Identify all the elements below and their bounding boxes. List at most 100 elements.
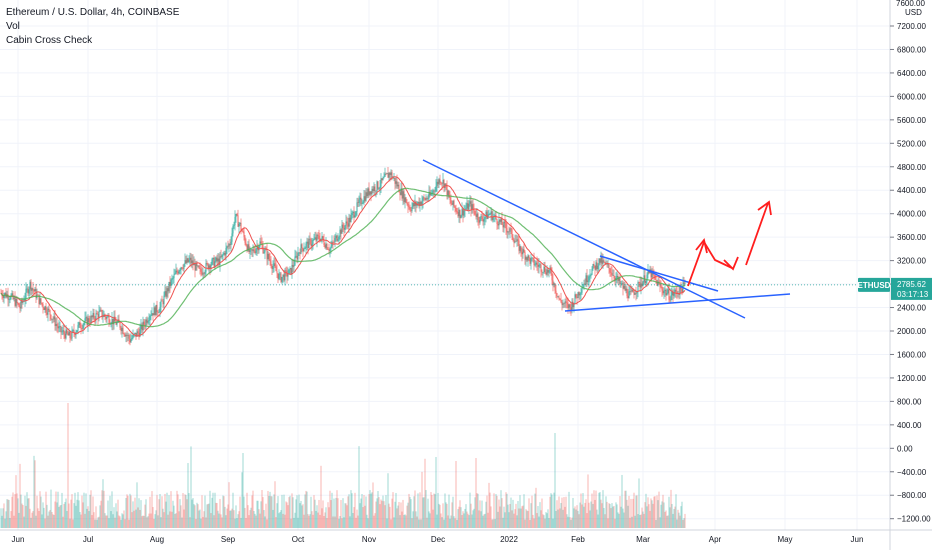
candle-body [152,313,154,316]
volume-bar [380,499,382,528]
volume-bar [185,495,187,528]
candle-body [468,203,470,210]
candle-body [216,257,218,262]
candle-body [611,273,613,276]
volume-bar [343,517,345,528]
volume-bar [233,510,235,528]
candle-body [479,216,481,223]
volume-bar [467,513,469,528]
volume-bar [75,505,77,528]
volume-bar [349,516,351,528]
trendlines[interactable] [422,159,791,319]
candle-body [143,321,145,325]
volume-bar [244,507,246,528]
candle-body [642,281,644,287]
candle-body [13,297,15,299]
candle-body [340,229,342,234]
candle-body [146,319,148,323]
volume-bar [231,508,233,528]
volume-bar [624,490,626,528]
candle-body [381,178,383,181]
candle-body [607,264,609,266]
candle-body [427,198,429,200]
x-tick-label: May [777,535,792,544]
legend-volume[interactable]: Vol [6,21,20,32]
volume-bar [141,516,143,528]
volume-bar [485,501,487,528]
candle-body [139,328,141,337]
volume-bar [440,513,442,528]
candle-body [76,330,78,333]
candle-body [670,295,672,301]
arrow-up [745,202,769,266]
volume-bar [534,493,536,528]
candle-body [461,209,463,216]
volume-bar [630,498,632,528]
volume-bar [66,510,68,528]
volume-bar [676,519,678,528]
candle-body [81,328,83,329]
candle-body [196,262,198,266]
candle-body [477,213,479,221]
volume-bar [531,495,533,528]
volume-bar [517,501,519,528]
candle-body [446,184,448,196]
candle-body [413,203,415,207]
volume-bar [267,490,269,528]
candle-body [645,280,647,284]
candle-body [276,271,278,274]
candle-body [546,269,548,275]
symbol-label: ETHUSD [858,281,891,290]
volume-bar [292,497,294,528]
candle-body [635,293,637,294]
volume-bar [14,494,16,528]
candle-body [668,289,670,300]
candle-body [40,298,42,303]
volume-bar [673,508,675,528]
volume-bar [416,516,418,528]
candle-body [399,192,401,195]
candle-body [338,236,340,240]
volume-bar [513,513,515,528]
volume-bar [432,509,434,528]
volume-bar [49,509,51,528]
volume-bar [526,510,528,528]
legend-title[interactable]: Ethereum / U.S. Dollar, 4h, COINBASE [6,7,180,18]
volume-bar [113,507,115,528]
candle-body [667,289,669,294]
volume-bar [313,495,315,528]
time-axis[interactable]: Jun Jul Aug Sep Oct Nov Dec 2022 Feb Mar Apr May Jun [0,529,932,544]
candle-body [4,292,6,295]
candle-body [304,247,306,250]
volume-bar [340,499,342,528]
volume-bar [183,509,185,528]
volume-bar [491,519,493,528]
candle-body [37,294,39,296]
candle-body [575,294,577,298]
legend-indicator[interactable]: Cabin Cross Check [6,35,93,46]
volume-bar [522,505,524,528]
candle-body [653,274,655,276]
volume-bar [611,503,613,528]
volume-bar [660,504,662,528]
candle-body [88,318,90,323]
candle-body [209,265,211,269]
arrows[interactable] [687,200,772,287]
candle-body [86,317,88,326]
candle-body [160,300,162,307]
candle-body [267,253,269,260]
candle-body [70,337,72,339]
candle-body [44,306,46,310]
candle-body [390,172,392,175]
volume-bar [501,498,503,528]
volume-bar [151,491,153,528]
candle-body [542,271,544,273]
candle-body [452,200,454,205]
volume-bar [137,507,139,528]
candle-body [397,184,399,187]
candle-body [523,249,525,253]
